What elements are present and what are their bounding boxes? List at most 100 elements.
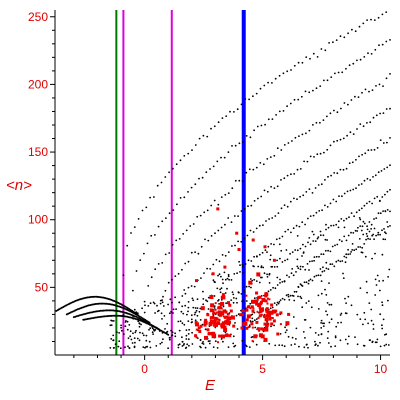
data-point bbox=[315, 121, 318, 124]
data-point bbox=[292, 227, 295, 230]
data-point bbox=[177, 320, 180, 323]
data-point bbox=[308, 279, 310, 282]
data-point bbox=[344, 261, 347, 264]
highlighted-data-point bbox=[203, 323, 207, 327]
data-point bbox=[252, 168, 255, 171]
data-point bbox=[331, 263, 334, 265]
data-point bbox=[370, 53, 373, 55]
data-point bbox=[236, 301, 238, 304]
data-point bbox=[381, 43, 384, 46]
data-point bbox=[227, 192, 230, 195]
data-point bbox=[178, 329, 181, 332]
data-point bbox=[191, 297, 194, 300]
data-point bbox=[297, 61, 300, 64]
highlighted-data-point bbox=[266, 297, 269, 300]
data-point bbox=[181, 305, 184, 308]
data-point bbox=[189, 225, 192, 227]
data-point bbox=[229, 110, 231, 113]
data-point bbox=[212, 279, 215, 282]
data-point bbox=[374, 278, 377, 281]
data-point bbox=[261, 251, 264, 254]
data-point bbox=[364, 318, 367, 321]
highlighted-data-point bbox=[228, 303, 232, 307]
data-point bbox=[156, 304, 158, 307]
data-point bbox=[230, 279, 233, 281]
data-point bbox=[323, 151, 325, 154]
data-point bbox=[334, 244, 336, 247]
data-point bbox=[312, 233, 315, 236]
data-point bbox=[245, 300, 248, 302]
data-point bbox=[341, 260, 344, 262]
data-point bbox=[389, 73, 391, 75]
highlighted-data-point bbox=[222, 309, 226, 313]
data-point bbox=[286, 105, 288, 108]
highlighted-data-point bbox=[227, 316, 232, 321]
data-point bbox=[168, 312, 171, 315]
data-point bbox=[350, 304, 353, 307]
data-point bbox=[220, 226, 223, 229]
data-point bbox=[303, 346, 306, 349]
data-point bbox=[240, 210, 243, 212]
data-point bbox=[340, 312, 343, 315]
data-point bbox=[181, 340, 184, 343]
data-point bbox=[122, 274, 125, 277]
highlighted-data-point bbox=[195, 336, 198, 339]
data-point bbox=[312, 240, 315, 242]
data-point bbox=[312, 89, 314, 92]
data-point bbox=[213, 125, 216, 128]
data-point bbox=[296, 265, 299, 268]
data-point bbox=[356, 313, 359, 316]
data-point bbox=[339, 314, 342, 316]
data-point bbox=[328, 282, 330, 284]
highlighted-data-point bbox=[194, 321, 198, 325]
data-point bbox=[370, 18, 372, 21]
data-point bbox=[384, 231, 386, 234]
data-point bbox=[143, 252, 145, 255]
data-point bbox=[125, 320, 127, 322]
data-point bbox=[233, 215, 236, 217]
data-point bbox=[213, 199, 216, 202]
data-point bbox=[347, 335, 350, 338]
data-point bbox=[359, 123, 362, 125]
highlighted-data-point bbox=[230, 315, 235, 320]
data-point bbox=[117, 345, 120, 348]
data-point bbox=[266, 276, 269, 278]
data-point bbox=[381, 253, 384, 256]
data-point bbox=[305, 191, 308, 193]
data-point bbox=[239, 264, 241, 266]
data-point bbox=[286, 274, 288, 277]
highlighted-data-point bbox=[227, 313, 230, 316]
data-point bbox=[220, 275, 222, 278]
highlighted-data-point bbox=[253, 334, 258, 339]
data-point bbox=[277, 302, 280, 305]
data-point bbox=[126, 328, 129, 331]
data-point bbox=[213, 307, 216, 309]
data-point bbox=[174, 296, 177, 299]
data-point bbox=[124, 346, 126, 349]
data-point bbox=[324, 49, 327, 52]
data-point bbox=[130, 316, 133, 319]
highlighted-data-point bbox=[223, 265, 227, 269]
data-point bbox=[304, 268, 307, 271]
data-point bbox=[232, 293, 235, 296]
data-point bbox=[273, 154, 276, 157]
data-point bbox=[358, 25, 361, 28]
data-point bbox=[231, 291, 234, 293]
data-point bbox=[145, 334, 148, 337]
data-point bbox=[321, 209, 323, 212]
data-point bbox=[291, 251, 294, 254]
data-point bbox=[381, 196, 384, 198]
data-point bbox=[168, 212, 171, 215]
data-point bbox=[145, 339, 148, 342]
data-point bbox=[351, 161, 354, 164]
data-point bbox=[220, 196, 223, 199]
data-point bbox=[187, 338, 190, 341]
data-point bbox=[287, 293, 290, 296]
data-point bbox=[356, 343, 359, 346]
data-point bbox=[373, 19, 376, 21]
data-point bbox=[120, 326, 122, 329]
data-point bbox=[206, 267, 209, 270]
data-point bbox=[113, 314, 116, 317]
highlighted-data-point bbox=[256, 310, 259, 313]
data-point bbox=[387, 299, 389, 302]
